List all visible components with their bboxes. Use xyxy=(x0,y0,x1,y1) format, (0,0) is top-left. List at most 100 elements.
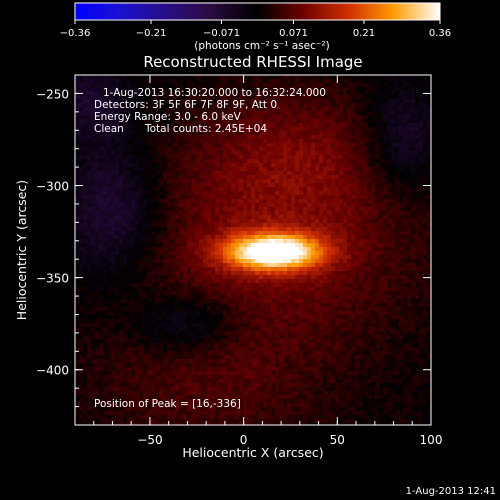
heatmap-cell xyxy=(235,383,240,388)
heatmap-cell xyxy=(203,79,208,84)
heatmap-cell xyxy=(211,363,216,368)
heatmap-cell xyxy=(75,391,80,396)
heatmap-cell xyxy=(163,223,168,228)
heatmap-cell xyxy=(163,171,168,176)
heatmap-cell xyxy=(219,195,224,200)
heatmap-cell xyxy=(83,255,88,260)
heatmap-cell xyxy=(195,355,200,360)
heatmap-cell xyxy=(131,347,136,352)
heatmap-cell xyxy=(147,203,152,208)
heatmap-cell xyxy=(131,107,136,112)
heatmap-cell xyxy=(123,395,128,400)
heatmap-cell xyxy=(215,211,220,216)
heatmap-cell xyxy=(199,307,204,312)
heatmap-cell xyxy=(227,79,232,84)
heatmap-cell xyxy=(255,375,260,380)
heatmap-cell xyxy=(143,183,148,188)
heatmap-cell xyxy=(179,343,184,348)
heatmap-cell xyxy=(227,223,232,228)
heatmap-cell xyxy=(247,319,252,324)
heatmap-cell xyxy=(175,167,180,172)
heatmap-cell xyxy=(155,183,160,188)
heatmap-cell xyxy=(99,227,104,232)
heatmap-cell xyxy=(131,287,136,292)
heatmap-cell xyxy=(283,95,288,100)
heatmap-cell xyxy=(283,351,288,356)
heatmap-cell xyxy=(99,95,104,100)
heatmap-cell xyxy=(227,163,232,168)
heatmap-cell xyxy=(211,143,216,148)
heatmap-cell xyxy=(283,323,288,328)
heatmap-cell xyxy=(95,239,100,244)
heatmap-cell xyxy=(227,415,232,420)
heatmap-cell xyxy=(159,355,164,360)
heatmap-cell xyxy=(271,279,276,284)
heatmap-cell xyxy=(179,99,184,104)
heatmap-cell xyxy=(191,87,196,92)
heatmap-cell xyxy=(247,355,252,360)
heatmap-cell xyxy=(295,179,300,184)
heatmap-cell xyxy=(83,351,88,356)
heatmap-cell xyxy=(231,183,236,188)
heatmap-cell xyxy=(259,231,264,236)
heatmap-cell xyxy=(139,311,144,316)
heatmap-cell xyxy=(267,339,272,344)
heatmap-cell xyxy=(195,119,200,124)
heatmap-cell xyxy=(275,339,280,344)
heatmap-cell xyxy=(179,335,184,340)
heatmap-cell xyxy=(131,327,136,332)
heatmap-cell xyxy=(143,335,148,340)
heatmap-cell xyxy=(83,99,88,104)
heatmap-cell xyxy=(275,363,280,368)
heatmap-cell xyxy=(287,387,292,392)
heatmap-cell xyxy=(147,107,152,112)
heatmap-cell xyxy=(131,143,136,148)
heatmap-cell xyxy=(75,271,80,276)
heatmap-cell xyxy=(171,107,176,112)
heatmap-cell xyxy=(251,339,256,344)
heatmap-cell xyxy=(231,255,236,260)
heatmap-cell xyxy=(207,195,212,200)
heatmap-cell xyxy=(127,403,132,408)
heatmap-cell xyxy=(143,291,148,296)
heatmap-cell xyxy=(247,147,252,152)
heatmap-cell xyxy=(283,179,288,184)
heatmap-cell xyxy=(231,287,236,292)
heatmap-cell xyxy=(179,139,184,144)
heatmap-cell xyxy=(227,175,232,180)
heatmap-cell xyxy=(259,383,264,388)
heatmap-cell xyxy=(263,279,268,284)
heatmap-cell xyxy=(271,123,276,128)
heatmap-cell xyxy=(155,251,160,256)
heatmap-cell xyxy=(143,131,148,136)
heatmap-cell xyxy=(79,171,84,176)
heatmap-cell xyxy=(183,199,188,204)
heatmap-cell xyxy=(79,379,84,384)
heatmap-cell xyxy=(151,147,156,152)
heatmap-cell xyxy=(99,147,104,152)
heatmap-cell xyxy=(291,187,296,192)
heatmap-cell xyxy=(163,283,168,288)
heatmap-cell xyxy=(103,323,108,328)
heatmap-cell xyxy=(123,231,128,236)
heatmap-cell xyxy=(191,323,196,328)
heatmap-cell xyxy=(159,423,164,425)
heatmap-cell xyxy=(91,211,96,216)
heatmap-cell xyxy=(179,119,184,124)
heatmap-cell xyxy=(107,255,112,260)
heatmap-cell xyxy=(267,211,272,216)
heatmap-cell xyxy=(171,379,176,384)
heatmap-cell xyxy=(267,279,272,284)
heatmap-cell xyxy=(155,411,160,416)
heatmap-cell xyxy=(215,411,220,416)
heatmap-cell xyxy=(171,79,176,84)
heatmap-cell xyxy=(131,207,136,212)
heatmap-cell xyxy=(135,415,140,420)
heatmap-cell xyxy=(243,359,248,364)
heatmap-cell xyxy=(215,415,220,420)
heatmap-cell xyxy=(267,219,272,224)
heatmap-cell xyxy=(115,263,120,268)
heatmap-cell xyxy=(143,75,148,80)
heatmap-cell xyxy=(111,127,116,132)
heatmap-cell xyxy=(211,335,216,340)
